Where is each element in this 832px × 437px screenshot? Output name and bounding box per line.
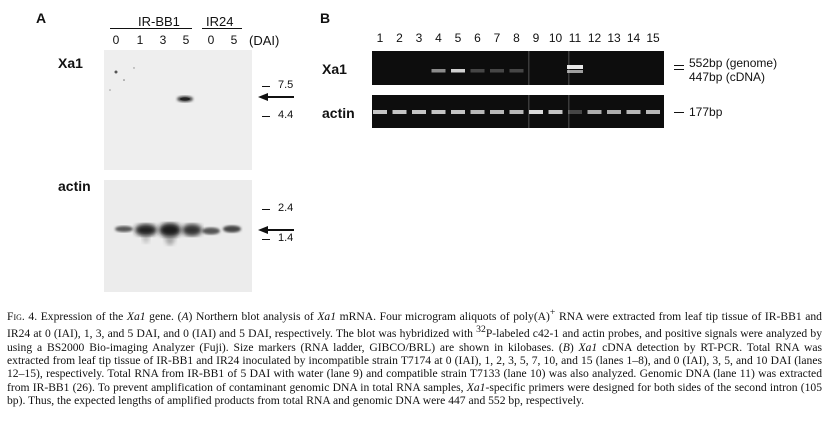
caption-text: mRNA. Four microgram aliquots of poly(A) — [336, 309, 550, 323]
gel-band-xa1-lane-5 — [451, 69, 465, 73]
group-label-ir24: IR24 — [206, 14, 234, 29]
group-label-irbb1: IR-BB1 — [138, 14, 180, 29]
caption-text: ) Northern blot analysis of — [188, 309, 318, 323]
caption-text: ) — [569, 340, 579, 354]
band-tick-552 — [674, 65, 684, 66]
caption-gene-name: Xa1 — [317, 309, 337, 323]
lane-label-a5: 0 — [207, 33, 215, 47]
caption-text: P-labeled c42-1 and actin probes, and po… — [7, 327, 822, 354]
gel-divider — [528, 95, 530, 128]
lane-label-b15: 15 — [646, 31, 660, 45]
marker-tick-2-4 — [262, 209, 270, 210]
caption-text: Expression of the — [37, 309, 127, 323]
marker-tick-1-4 — [262, 239, 270, 240]
unit-label-dai: (DAI) — [249, 33, 280, 48]
gel-band-actin-lane-7 — [490, 110, 504, 114]
caption-superscript: + — [549, 307, 556, 318]
lane-label-b1: 1 — [376, 31, 384, 45]
gel-band-actin-lane-13 — [607, 110, 621, 114]
lane-label-a1: 0 — [112, 33, 120, 47]
gel-band-actin-lane-1 — [373, 110, 387, 114]
gel1-label: Xa1 — [322, 61, 347, 77]
caption-panel-ref: A — [181, 309, 189, 323]
marker-7-5: 7.5 — [278, 79, 294, 91]
band-label-552bp: 552bp (genome) — [689, 56, 778, 70]
northern-blot-xa1 — [104, 50, 252, 170]
caption-text: -specific primers were designed for both… — [7, 380, 822, 408]
caption-fig-label: Fig. 4. — [7, 309, 38, 323]
gel-divider — [568, 95, 570, 128]
panel-b-letter: B — [320, 10, 331, 26]
lane-label-a4: 5 — [182, 33, 190, 47]
marker-tick-4-4 — [262, 116, 270, 117]
caption-gene-name: Xa1 — [466, 380, 486, 394]
lane-label-b8: 8 — [513, 31, 520, 45]
gel-band-actin-lane-5 — [451, 110, 465, 114]
marker-tick-7-5 — [262, 86, 270, 87]
group-bracket-irbb1 — [110, 28, 192, 29]
lane-label-b9: 9 — [532, 31, 540, 45]
band-tick-177 — [674, 112, 684, 113]
gel-band-xa1-lane-8 — [509, 69, 524, 73]
lane-label-a3: 3 — [159, 33, 167, 47]
figure-caption: Fig. 4. Expression of the Xa1 gene. (A) … — [7, 306, 822, 408]
arrow-left-icon — [258, 226, 294, 234]
marker-2-4: 2.4 — [278, 202, 294, 214]
gel-band-xa1-lane-6 — [470, 69, 485, 73]
gel-band-actin-lane-6 — [470, 110, 485, 114]
gel-band-actin-lane-14 — [626, 110, 641, 114]
band-label-177bp: 177bp — [689, 105, 723, 119]
gel-band-xa1-lane-7 — [490, 69, 504, 73]
gel-band-actin-lane-11 — [568, 110, 582, 114]
marker-4-4: 4.4 — [278, 109, 294, 121]
gel-band-actin-lane-10 — [548, 110, 563, 114]
caption-panel-ref: B — [562, 340, 570, 354]
gel-band-actin-lane-2 — [392, 110, 407, 114]
caption-gene-name: Xa1 — [126, 309, 146, 323]
lane-label-b6: 6 — [474, 31, 481, 45]
lane-label-b11: 11 — [568, 31, 582, 45]
lane-label-b14: 14 — [626, 31, 641, 45]
marker-1-4: 1.4 — [278, 232, 294, 244]
group-bracket-ir24 — [202, 28, 242, 29]
rtpcr-gel-actin — [372, 95, 664, 128]
gel-band-actin-lane-12 — [587, 110, 602, 114]
gel-band-actin-lane-9 — [529, 110, 543, 114]
gel-band-actin-lane-15 — [646, 110, 660, 114]
gel-band-actin-lane-4 — [431, 110, 446, 114]
gel-band-xa1-lane-4 — [431, 69, 446, 73]
lane-label-b4: 4 — [435, 31, 442, 45]
gel-divider — [528, 51, 530, 85]
gel-band-actin-lane-3 — [412, 110, 426, 114]
lane-label-b3: 3 — [415, 31, 423, 45]
lane-label-b12: 12 — [587, 31, 602, 45]
blot1-label: Xa1 — [58, 55, 83, 71]
gel-band-genomic-lane-11 — [567, 65, 583, 69]
band-label-447bp: 447bp (cDNA) — [689, 70, 766, 84]
caption-superscript: 32 — [476, 324, 486, 336]
blot2-label: actin — [58, 178, 91, 194]
lane-label-b13: 13 — [607, 31, 621, 45]
band-tick-447 — [674, 69, 684, 70]
gel-background — [372, 51, 664, 85]
lane-label-a2: 1 — [136, 33, 144, 47]
northern-blot-actin — [104, 180, 252, 292]
gel-band-actin-lane-8 — [509, 110, 524, 114]
lane-label-b2: 2 — [396, 31, 403, 45]
rtpcr-gel-xa1 — [372, 51, 664, 85]
gel-band-genomic-lane-11-lower — [567, 70, 583, 73]
lane-label-b5: 5 — [454, 31, 462, 45]
caption-text: RNA were extracted from leaf tip tissue … — [7, 309, 822, 341]
arrow-left-icon — [258, 93, 294, 101]
panel-a-letter: A — [36, 10, 47, 26]
lane-label-b7: 7 — [493, 31, 501, 45]
lane-label-a6: 5 — [230, 33, 238, 47]
caption-text: gene. ( — [145, 309, 182, 323]
caption-gene-name: Xa1 — [578, 340, 598, 354]
lane-label-b10: 10 — [548, 31, 563, 45]
gel2-label: actin — [322, 105, 355, 121]
caption-text: cDNA detection by RT-PCR. Total RNA was … — [7, 340, 822, 394]
